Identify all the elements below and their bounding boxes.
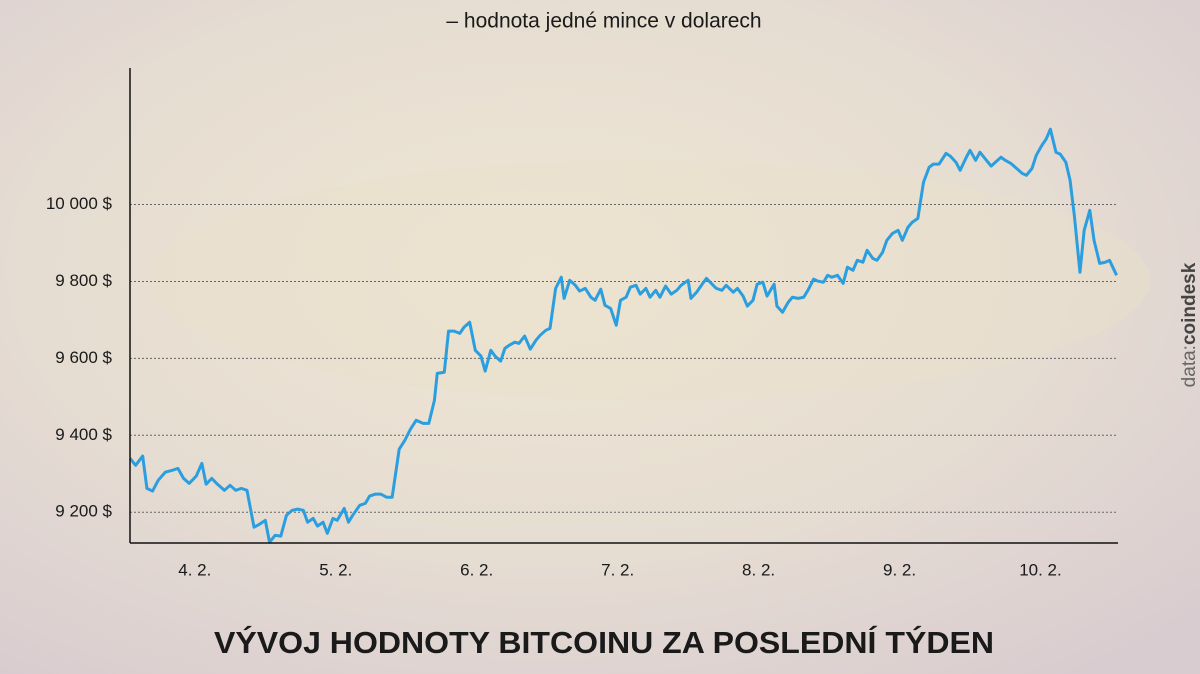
grid — [130, 204, 1118, 513]
x-tick-label: 5. 2. — [319, 560, 352, 579]
x-tick-label: 4. 2. — [178, 560, 211, 579]
y-tick-label: 9 200 $ — [55, 502, 112, 521]
y-tick-label: 9 400 $ — [55, 425, 112, 444]
price-line — [128, 127, 1118, 544]
x-tick-label: 8. 2. — [742, 560, 775, 579]
y-tick-label: 9 800 $ — [55, 271, 112, 290]
source-name: coindesk — [1179, 262, 1200, 345]
plot-area — [128, 127, 1118, 544]
x-tick-label: 9. 2. — [883, 560, 916, 579]
source-note: data:coindesk — [1179, 262, 1200, 387]
y-tick-label: 10 000 $ — [46, 194, 113, 213]
x-tick-label: 7. 2. — [601, 560, 634, 579]
source-label: data: — [1179, 345, 1200, 387]
y-tick-label: 9 600 $ — [55, 348, 112, 367]
chart-title: VÝVOJ HODNOTY BITCOINU ZA POSLEDNÍ TÝDEN — [214, 625, 994, 660]
x-tick-label: 10. 2. — [1019, 560, 1062, 579]
x-tick-label: 6. 2. — [460, 560, 493, 579]
background-texture — [150, 160, 1150, 400]
chart-subtitle: – hodnota jedné mince v dolarech — [446, 10, 761, 33]
